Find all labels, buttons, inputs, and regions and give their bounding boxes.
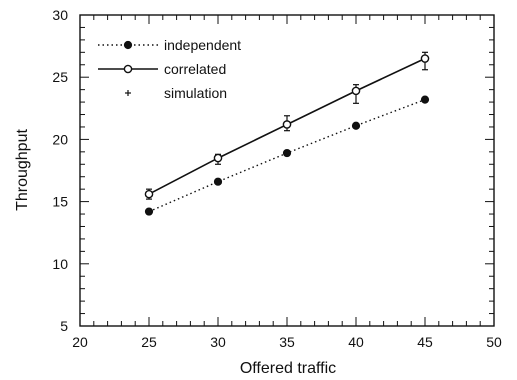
plot-frame <box>79 14 495 327</box>
y-tick-label: 15 <box>52 194 68 210</box>
marker-independent <box>213 177 223 186</box>
marker-independent <box>282 148 292 158</box>
legend: independent correlated simulation <box>98 37 241 101</box>
marker-independent <box>144 207 154 216</box>
y-tick-label: 25 <box>52 69 68 85</box>
tick-labels: 20 25 30 35 40 45 50 5 10 15 20 25 30 <box>52 7 502 350</box>
x-tick-label: 45 <box>417 334 433 350</box>
marker-correlated <box>282 120 292 129</box>
data-markers <box>144 54 430 216</box>
x-tick-label: 30 <box>210 334 226 350</box>
x-tick-label: 35 <box>279 334 295 350</box>
y-tick-label: 30 <box>52 7 68 23</box>
x-tick-label: 20 <box>72 334 88 350</box>
marker-correlated <box>420 54 430 63</box>
marker-independent <box>420 95 430 104</box>
y-axis-title: Throughput <box>14 129 31 211</box>
y-tick-label: 20 <box>52 131 68 147</box>
y-tick-label: 10 <box>52 256 68 272</box>
marker-correlated <box>144 189 154 199</box>
x-tick-label: 25 <box>141 334 157 350</box>
marker-correlated <box>213 153 223 163</box>
legend-label-simulation: simulation <box>164 85 227 101</box>
legend-label-correlated: correlated <box>164 61 226 77</box>
series-lines <box>148 57 426 213</box>
plot-border <box>79 14 495 327</box>
marker-independent <box>351 121 361 130</box>
legend-marker-correlated <box>123 64 133 74</box>
axis-ticks <box>79 14 495 327</box>
x-tick-label: 50 <box>486 334 502 350</box>
legend-label-independent: independent <box>164 37 241 53</box>
legend-marker-independent <box>123 40 133 50</box>
x-tick-label: 40 <box>348 334 364 350</box>
x-axis-title: Offered traffic <box>240 360 336 377</box>
marker-correlated <box>351 86 361 96</box>
y-tick-label: 5 <box>60 318 68 334</box>
